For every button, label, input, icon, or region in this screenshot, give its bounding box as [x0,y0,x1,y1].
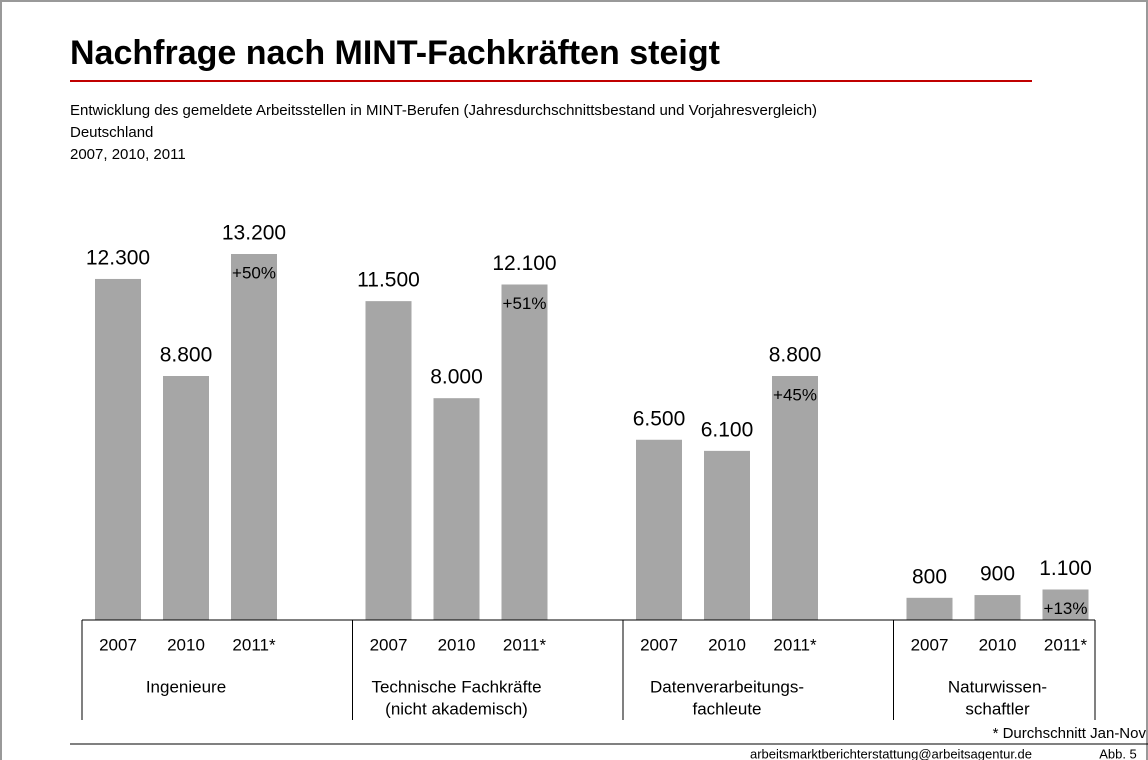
x-tick-label: 2010 [979,635,1017,654]
x-tick-label: 2011* [232,635,276,654]
category-label: schaftler [965,699,1030,718]
bar [636,439,682,620]
value-label: 11.500 [357,269,420,292]
subtitle: Entwicklung des gemeldete Arbeitsstellen… [70,102,817,119]
x-tick-label: 2010 [438,635,476,654]
change-label: +45% [773,385,817,404]
x-tick-label: 2007 [640,635,678,654]
source: arbeitsmarktberichterstattung@arbeitsage… [750,746,1032,760]
value-label: 800 [912,565,947,588]
bar [501,284,548,620]
bar [1042,589,1089,620]
value-label: 1.100 [1039,557,1092,580]
figure-label: Abb. 5 [1099,746,1137,760]
subtitle: Deutschland [70,124,153,141]
change-label: +13% [1044,599,1088,618]
bar [433,398,480,620]
subtitle: 2007, 2010, 2011 [70,146,186,163]
value-label: 6.100 [701,418,754,441]
bar [365,301,412,620]
value-label: 13.200 [222,222,286,245]
x-tick-label: 2007 [911,635,949,654]
bar [906,597,953,620]
chart-title: Nachfrage nach MINT-Fachkräften steigt [70,34,720,72]
category-label: (nicht akademisch) [385,699,528,718]
category-label: Technische Fachkräfte [371,677,541,696]
footnote: * Durchschnitt Jan-Nov [993,725,1147,742]
value-label: 12.100 [492,252,556,275]
bar [704,450,750,620]
bar [231,254,277,620]
category-label: Datenverarbeitungs- [650,677,804,696]
bar [974,595,1021,620]
change-label: +50% [232,263,276,282]
value-label: 12.300 [86,247,150,270]
bar [95,278,141,620]
category-label: fachleute [693,699,762,718]
category-label: Ingenieure [146,677,226,696]
x-tick-label: 2011* [503,635,547,654]
x-tick-label: 2010 [708,635,746,654]
x-tick-label: 2011* [773,635,817,654]
x-tick-label: 2011* [1044,635,1088,654]
x-tick-label: 2010 [167,635,205,654]
value-label: 900 [980,563,1015,586]
x-tick-label: 2007 [370,635,408,654]
value-label: 8.800 [769,344,822,367]
value-label: 6.500 [633,407,686,430]
bar [163,376,209,620]
x-tick-label: 2007 [99,635,137,654]
bar [772,376,818,620]
value-label: 8.000 [430,366,483,389]
change-label: +51% [503,294,547,313]
value-label: 8.800 [160,344,213,367]
category-label: Naturwissen- [948,677,1047,696]
